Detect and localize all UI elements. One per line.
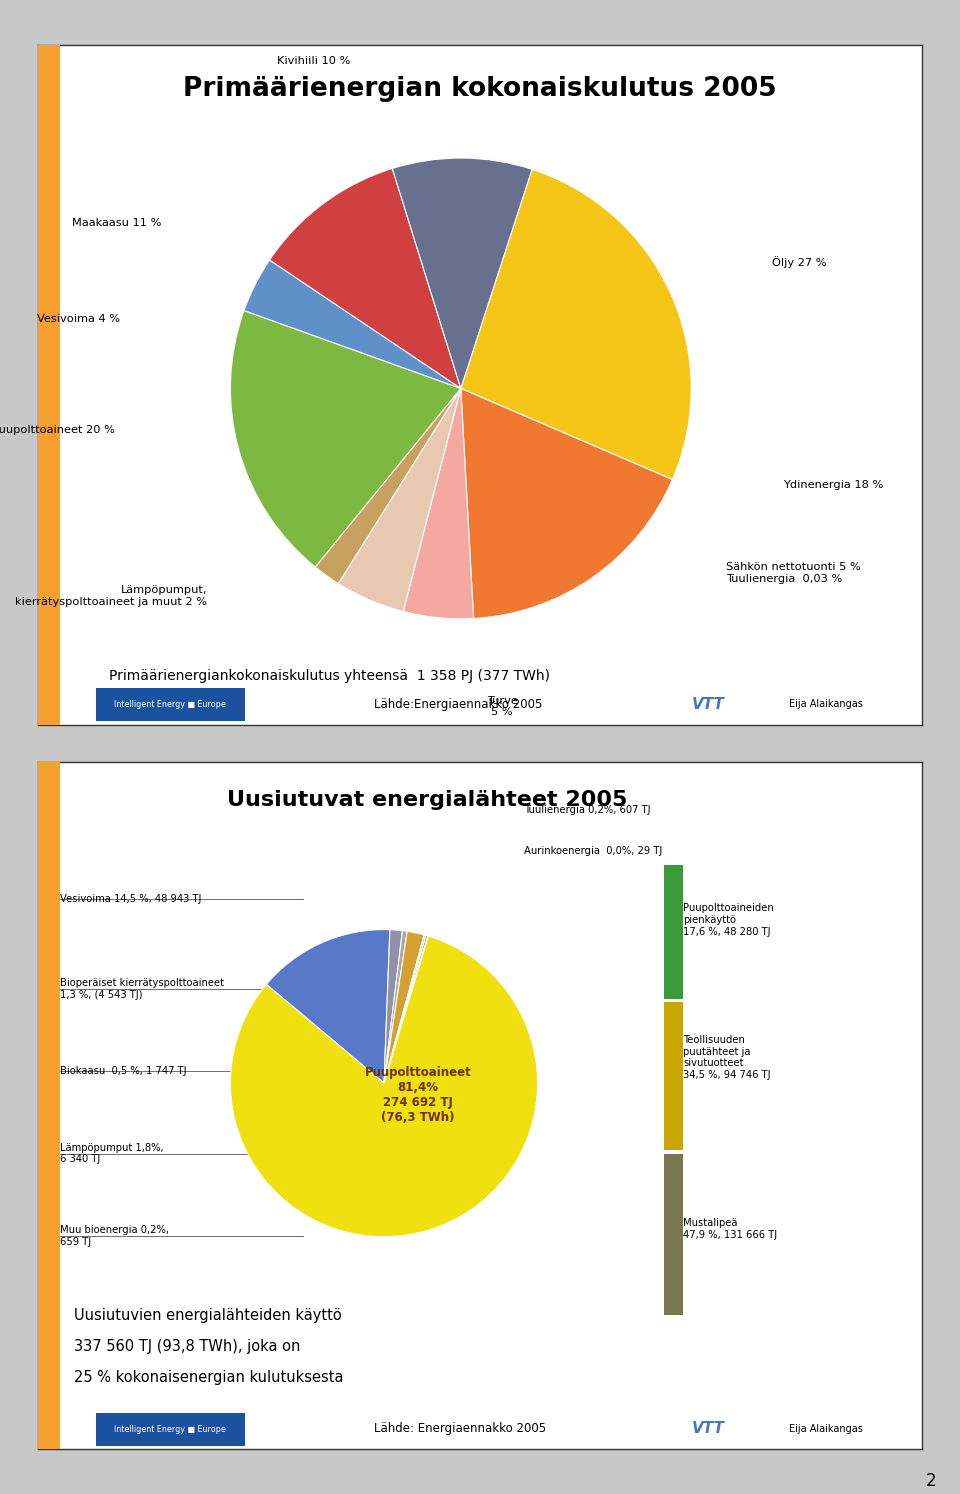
- Text: VTT: VTT: [692, 1421, 725, 1436]
- Wedge shape: [393, 158, 532, 388]
- Text: Uusiutuvat energialähteet 2005: Uusiutuvat energialähteet 2005: [227, 790, 627, 810]
- Text: VTT: VTT: [692, 696, 725, 711]
- Wedge shape: [384, 931, 407, 1083]
- Text: Ydinenergia 18 %: Ydinenergia 18 %: [783, 480, 883, 490]
- Text: Intelligent Energy ■ Europe: Intelligent Energy ■ Europe: [114, 1425, 227, 1434]
- Text: Turve
5 %: Turve 5 %: [487, 696, 517, 717]
- Text: Eija Alaikangas: Eija Alaikangas: [789, 1424, 863, 1434]
- Text: 3: 3: [45, 696, 54, 710]
- Wedge shape: [403, 388, 473, 619]
- Text: Mustalipeä
47,9 %, 131 666 TJ: Mustalipeä 47,9 %, 131 666 TJ: [684, 1219, 778, 1240]
- Wedge shape: [384, 935, 428, 1083]
- Text: Primäärienergian kokonaiskulutus 2005: Primäärienergian kokonaiskulutus 2005: [183, 76, 777, 102]
- Text: Teollisuuden
puutähteet ja
sivutuotteet
34,5 %, 94 746 TJ: Teollisuuden puutähteet ja sivutuotteet …: [684, 1035, 771, 1080]
- Text: 2: 2: [925, 1472, 936, 1490]
- Text: Intelligent Energy ■ Europe: Intelligent Energy ■ Europe: [114, 699, 227, 710]
- Bar: [663, 1153, 684, 1315]
- Text: Sähkön nettotuonti 5 %
Tuulienergia  0,03 %: Sähkön nettotuonti 5 % Tuulienergia 0,03…: [726, 562, 860, 584]
- Bar: [663, 1002, 684, 1150]
- Text: Kivihiili 10 %: Kivihiili 10 %: [276, 57, 350, 66]
- Text: Vesivoima 14,5 %, 48 943 TJ: Vesivoima 14,5 %, 48 943 TJ: [60, 895, 202, 904]
- Wedge shape: [384, 931, 424, 1083]
- Text: Primäärienergiankokonaiskulutus yhteensä  1 358 PJ (377 TWh): Primäärienergiankokonaiskulutus yhteensä…: [109, 669, 550, 683]
- Text: Bioperäiset kierrätyspolttoaineet
1,3 %, (4 543 TJ): Bioperäiset kierrätyspolttoaineet 1,3 %,…: [60, 979, 225, 999]
- Text: Puupolttoaineet
81,4%
274 692 TJ
(76,3 TWh): Puupolttoaineet 81,4% 274 692 TJ (76,3 T…: [365, 1067, 471, 1125]
- Text: 25 % kokonaisenergian kulutuksesta: 25 % kokonaisenergian kulutuksesta: [74, 1370, 344, 1385]
- Text: Puupolttoaineet 20 %: Puupolttoaineet 20 %: [0, 424, 115, 435]
- Wedge shape: [384, 929, 402, 1083]
- Bar: [663, 865, 684, 999]
- Wedge shape: [461, 388, 672, 619]
- Text: Maakaasu 11 %: Maakaasu 11 %: [72, 218, 161, 227]
- Text: Muu bioenergia 0,2%,
659 TJ: Muu bioenergia 0,2%, 659 TJ: [60, 1225, 170, 1247]
- Text: Aurinkoenergia  0,0%, 29 TJ: Aurinkoenergia 0,0%, 29 TJ: [524, 846, 662, 856]
- Text: Lähde: Energiaennakko 2005: Lähde: Energiaennakko 2005: [374, 1422, 546, 1436]
- Text: Lämpöpumput,
kierrätyspolttoaineet ja muut 2 %: Lämpöpumput, kierrätyspolttoaineet ja mu…: [15, 586, 207, 607]
- Text: Lämpöpumput 1,8%,
6 340 TJ: Lämpöpumput 1,8%, 6 340 TJ: [60, 1143, 164, 1164]
- Text: 4: 4: [45, 1421, 54, 1434]
- Text: Puupolttoaineiden
pienkäyttö
17,6 %, 48 280 TJ: Puupolttoaineiden pienkäyttö 17,6 %, 48 …: [684, 904, 774, 937]
- Text: Eija Alaikangas: Eija Alaikangas: [789, 699, 863, 710]
- Text: Uusiutuvien energialähteiden käyttö: Uusiutuvien energialähteiden käyttö: [74, 1307, 342, 1322]
- Text: Vesivoima 4 %: Vesivoima 4 %: [36, 314, 120, 324]
- Text: Biokaasu  0,5 %, 1 747 TJ: Biokaasu 0,5 %, 1 747 TJ: [60, 1067, 187, 1076]
- Wedge shape: [230, 311, 461, 568]
- Wedge shape: [270, 169, 461, 388]
- Wedge shape: [384, 935, 426, 1083]
- Wedge shape: [266, 929, 390, 1083]
- Wedge shape: [461, 169, 691, 480]
- Text: Öljy 27 %: Öljy 27 %: [772, 255, 827, 267]
- Wedge shape: [384, 935, 428, 1083]
- Wedge shape: [230, 937, 538, 1237]
- Text: Lähde:Energiaennakko 2005: Lähde:Energiaennakko 2005: [374, 698, 542, 711]
- Wedge shape: [244, 260, 461, 388]
- Wedge shape: [315, 388, 461, 584]
- Wedge shape: [338, 388, 461, 611]
- Text: 337 560 TJ (93,8 TWh), joka on: 337 560 TJ (93,8 TWh), joka on: [74, 1339, 300, 1354]
- Text: Tuulienergia 0,2%, 607 TJ: Tuulienergia 0,2%, 607 TJ: [524, 805, 651, 816]
